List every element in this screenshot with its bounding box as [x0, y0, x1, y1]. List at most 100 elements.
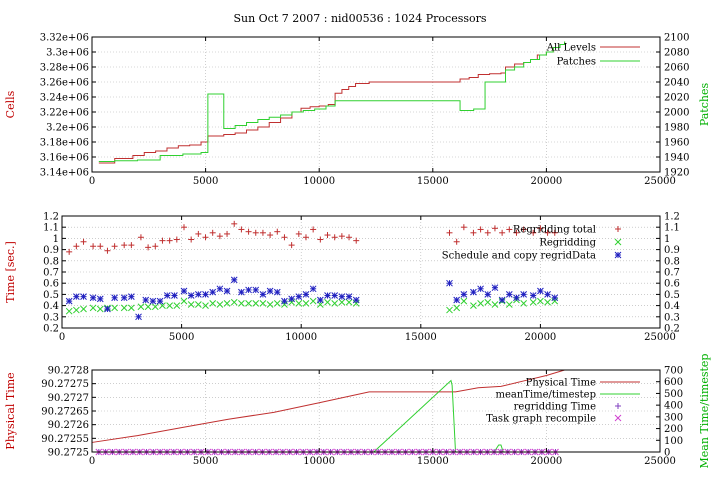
y-right-tick-label: 0.9 [664, 245, 680, 256]
data-point [194, 301, 202, 308]
y-tick-label: 3.2e+06 [46, 123, 89, 134]
data-point [245, 286, 252, 294]
data-point [111, 243, 118, 250]
plot-frame [91, 36, 661, 173]
y-right-tick-label: 0.4 [664, 301, 680, 312]
x-tick-label: 0 [89, 176, 95, 187]
y-right-tick-label: 0.6 [664, 279, 680, 290]
x-tick-label: 5000 [193, 176, 218, 187]
data-point [484, 229, 491, 236]
data-point [90, 243, 97, 250]
data-point [520, 291, 528, 298]
data-point [209, 300, 217, 307]
legend-label: Task graph recompile [486, 414, 596, 425]
data-point [121, 242, 128, 249]
y-tick-label: 0.3 [43, 312, 59, 323]
data-point [194, 291, 202, 298]
data-point [223, 300, 231, 307]
data-point [338, 293, 346, 300]
data-point [331, 300, 339, 307]
legend-swatch [614, 238, 622, 246]
data-point [202, 302, 209, 309]
data-point [513, 229, 520, 236]
data-point [302, 300, 310, 307]
data-point [252, 300, 260, 307]
y-tick-label: 3.24e+06 [40, 93, 89, 104]
data-point [346, 234, 353, 241]
series-line [373, 379, 504, 453]
data-point [537, 287, 544, 295]
data-point [120, 304, 128, 312]
data-point [145, 244, 152, 251]
data-point [96, 305, 104, 313]
data-point [72, 293, 80, 300]
data-point [202, 291, 209, 298]
legend: Physical TimemeanTime/timestepregridding… [486, 378, 640, 425]
data-point [544, 298, 551, 306]
physical-time-panel: 0 5000 10000 15000 20000 2500090.272590.27255… [4, 354, 711, 469]
data-point [460, 224, 467, 231]
y-tick-label: 3.14e+06 [40, 168, 89, 179]
x-tick-label: 5000 [169, 332, 194, 343]
data-point [498, 296, 506, 304]
x-tick-label: 20000 [524, 332, 556, 343]
x-tick-label: 15000 [405, 332, 437, 343]
data-point [151, 303, 159, 311]
data-point [245, 228, 252, 235]
data-point [96, 295, 104, 303]
y-tick-label: 1.1 [43, 223, 59, 234]
data-point [470, 229, 477, 236]
data-point [180, 287, 188, 295]
data-point [180, 297, 188, 305]
data-point [505, 301, 513, 308]
data-point [135, 313, 142, 321]
data-point [506, 226, 513, 233]
y-tick-label: 3.22e+06 [40, 108, 89, 119]
data-point [73, 243, 80, 250]
y2-tick-label: 2080 [664, 48, 689, 59]
data-point [80, 238, 87, 245]
x-tick-label: 15000 [417, 176, 449, 187]
y-tick-label: 90.2726 [48, 420, 89, 431]
data-point [345, 293, 353, 300]
data-point [537, 297, 544, 305]
legend-label: Physical Time [526, 378, 596, 389]
y-axis-label: Cells [4, 90, 17, 118]
data-point [470, 302, 477, 309]
data-point [491, 301, 499, 308]
data-point [142, 296, 150, 304]
data-point [128, 304, 135, 312]
x-tick-label: 10000 [285, 332, 317, 343]
x-tick-label: 25000 [644, 456, 676, 467]
series-line [91, 369, 565, 443]
data-point [484, 291, 492, 298]
data-point [491, 225, 498, 232]
y-tick-label: 3.26e+06 [40, 78, 89, 89]
data-point [128, 242, 135, 249]
data-point [520, 226, 527, 233]
data-point [65, 307, 73, 315]
data-point [180, 224, 187, 231]
data-point [499, 229, 506, 236]
data-point [245, 300, 252, 307]
y-tick-label: 0.2 [43, 324, 59, 335]
data-point [238, 288, 245, 296]
data-point [310, 226, 317, 233]
data-point [345, 298, 353, 306]
legend-label: regridding Time [514, 402, 596, 413]
y-tick-label: 3.16e+06 [40, 153, 89, 164]
y-right-tick-label: 1.1 [664, 223, 680, 234]
data-point [209, 229, 216, 236]
x-tick-label: 0 [59, 332, 65, 343]
data-point [302, 291, 310, 298]
y2-axis-label: Patches [698, 83, 711, 127]
data-point [104, 247, 111, 254]
data-point [338, 298, 346, 306]
data-point [97, 243, 104, 250]
data-point [238, 300, 245, 307]
y-right-tick-label: 1 [664, 234, 670, 245]
data-point [216, 285, 224, 293]
data-point [453, 304, 461, 312]
data-point [352, 296, 360, 304]
